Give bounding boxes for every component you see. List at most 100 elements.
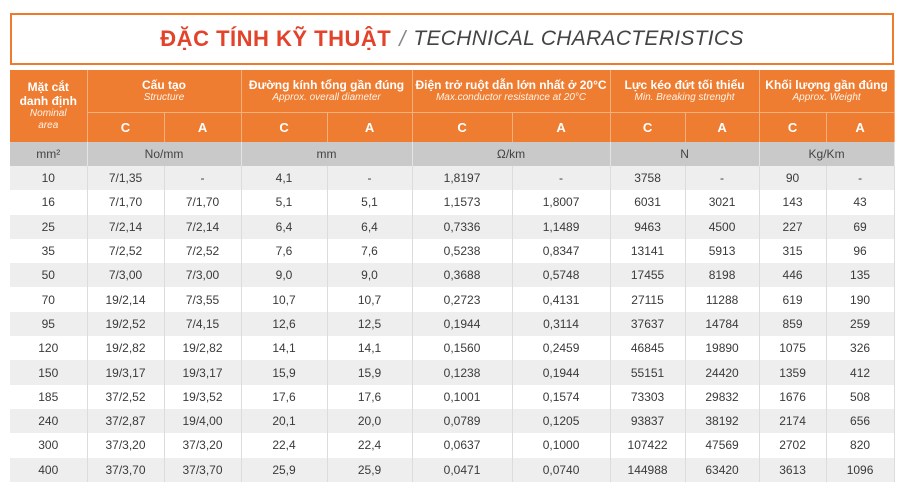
cell-breaking-c: 27115 [610, 287, 686, 312]
cell-resistance-c: 1,1573 [412, 190, 513, 215]
header-row: Mặt cắt danh định Nominal area Cấu tạo S… [10, 70, 895, 142]
cell-weight-a: 96 [826, 238, 895, 264]
cell-weight-a: 1096 [826, 457, 895, 482]
cell-structure-c: 7/2,52 [87, 238, 165, 264]
cell-area: 10 [10, 166, 88, 191]
spec-table: Mặt cắt danh định Nominal area Cấu tạo S… [10, 70, 895, 482]
subheader-diameter-c: C [241, 112, 328, 142]
cell-resistance-c: 0,1001 [412, 384, 513, 409]
cell-resistance-a: 0,1944 [512, 360, 611, 385]
cell-area: 150 [10, 360, 88, 385]
cell-resistance-a: 0,1205 [512, 408, 611, 434]
subheader-structure-a: A [164, 112, 242, 142]
cell-resistance-a: - [512, 166, 611, 191]
cell-weight-c: 2702 [759, 433, 827, 458]
cell-structure-a: 37/3,70 [164, 457, 242, 482]
cell-resistance-c: 0,1238 [412, 360, 513, 385]
unit-area: mm² [10, 142, 88, 166]
cell-structure-a: 7/3,55 [164, 287, 242, 312]
unit-diameter: mm [241, 142, 413, 166]
cell-weight-c: 619 [759, 287, 827, 312]
cell-weight-c: 859 [759, 311, 827, 337]
table-row: 70 19/2,14 7/3,55 10,7 10,7 0,2723 0,4131 27115… [10, 287, 895, 312]
cell-weight-a: 135 [826, 263, 895, 288]
cell-resistance-c: 0,7336 [412, 214, 513, 239]
cell-weight-a: 508 [826, 384, 895, 409]
cell-breaking-a: 11288 [685, 287, 760, 312]
cell-diameter-c: 20,1 [241, 408, 328, 434]
cell-resistance-c: 0,2723 [412, 287, 513, 312]
cell-breaking-a: 19890 [685, 336, 760, 361]
cell-diameter-a: 15,9 [327, 360, 413, 385]
cell-resistance-c: 0,1944 [412, 311, 513, 337]
cell-breaking-c: 9463 [610, 214, 686, 239]
cell-structure-c: 7/3,00 [87, 263, 165, 288]
table-row: 120 19/2,82 19/2,82 14,1 14,1 0,1560 0,2459 468… [10, 336, 895, 361]
cell-structure-c: 7/1,70 [87, 190, 165, 215]
cell-breaking-a: - [685, 166, 760, 191]
cell-diameter-c: 12,6 [241, 311, 328, 337]
cell-weight-a: - [826, 166, 895, 191]
cell-diameter-c: 7,6 [241, 238, 328, 264]
cell-weight-a: 412 [826, 360, 895, 385]
header-breaking-vn: Lực kéo đứt tối thiểu [624, 78, 745, 92]
cell-weight-c: 1075 [759, 336, 827, 361]
cell-resistance-c: 1,8197 [412, 166, 513, 191]
cell-resistance-c: 0,1560 [412, 336, 513, 361]
header-diameter-vn: Đường kính tổng gần đúng [248, 78, 405, 92]
cell-breaking-c: 46845 [610, 336, 686, 361]
cell-weight-a: 820 [826, 433, 895, 458]
table-row: 16 7/1,70 7/1,70 5,1 5,1 1,1573 1,8007 6031 3021… [10, 190, 895, 215]
cell-area: 400 [10, 457, 88, 482]
cell-breaking-c: 107422 [610, 433, 686, 458]
subheader-resistance-a: A [512, 112, 611, 142]
header-area: Mặt cắt danh định Nominal area [10, 70, 88, 142]
cell-breaking-c: 17455 [610, 263, 686, 288]
table-row: 400 37/3,70 37/3,70 25,9 25,9 0,0471 0,0740 144… [10, 457, 895, 482]
header-weight-en: Approx. Weight [792, 92, 861, 103]
cell-weight-c: 143 [759, 190, 827, 215]
cell-structure-c: 37/2,87 [87, 408, 165, 434]
cell-diameter-a: 10,7 [327, 287, 413, 312]
cell-area: 50 [10, 263, 88, 288]
cell-breaking-c: 144988 [610, 457, 686, 482]
cell-structure-c: 7/2,14 [87, 214, 165, 239]
cell-area: 95 [10, 311, 88, 337]
cell-breaking-c: 6031 [610, 190, 686, 215]
subheader-breaking-c: C [610, 112, 686, 142]
cell-diameter-c: 22,4 [241, 433, 328, 458]
cell-resistance-c: 0,5238 [412, 238, 513, 264]
cell-area: 120 [10, 336, 88, 361]
header-area-vn: Mặt cắt danh định [19, 80, 77, 108]
cell-diameter-a: 25,9 [327, 457, 413, 482]
cell-weight-c: 90 [759, 166, 827, 191]
cell-breaking-a: 14784 [685, 311, 760, 337]
cell-diameter-a: - [327, 166, 413, 191]
table-row: 50 7/3,00 7/3,00 9,0 9,0 0,3688 0,5748 17455 819… [10, 263, 895, 288]
cell-area: 70 [10, 287, 88, 312]
subheader-diameter-a: A [327, 112, 413, 142]
cell-breaking-a: 4500 [685, 214, 760, 239]
cell-diameter-a: 14,1 [327, 336, 413, 361]
header-diameter-en: Approx. overall diameter [272, 92, 381, 103]
cell-resistance-a: 0,5748 [512, 263, 611, 288]
header-weight-vn: Khối lượng gần đúng [765, 78, 888, 92]
cell-structure-a: 7/1,70 [164, 190, 242, 215]
cell-breaking-c: 13141 [610, 238, 686, 264]
cell-area: 25 [10, 214, 88, 239]
cell-resistance-c: 0,0471 [412, 457, 513, 482]
header-diameter: Đường kính tổng gần đúng Approx. overall… [241, 70, 413, 113]
subheader-weight-a: A [826, 112, 895, 142]
subheader-row: C A C A C A C A C A [10, 112, 895, 142]
header-structure-en: Structure [143, 92, 185, 103]
cell-breaking-a: 47569 [685, 433, 760, 458]
subheader-structure-c: C [87, 112, 165, 142]
cell-structure-c: 19/2,82 [87, 336, 165, 361]
cell-diameter-a: 6,4 [327, 214, 413, 239]
cell-breaking-a: 3021 [685, 190, 760, 215]
cell-diameter-c: 6,4 [241, 214, 328, 239]
cell-diameter-c: 17,6 [241, 384, 328, 409]
title-vietnamese: ĐẶC TÍNH KỸ THUẬT [160, 26, 392, 51]
cell-diameter-c: 25,9 [241, 457, 328, 482]
cell-structure-c: 19/2,52 [87, 311, 165, 337]
